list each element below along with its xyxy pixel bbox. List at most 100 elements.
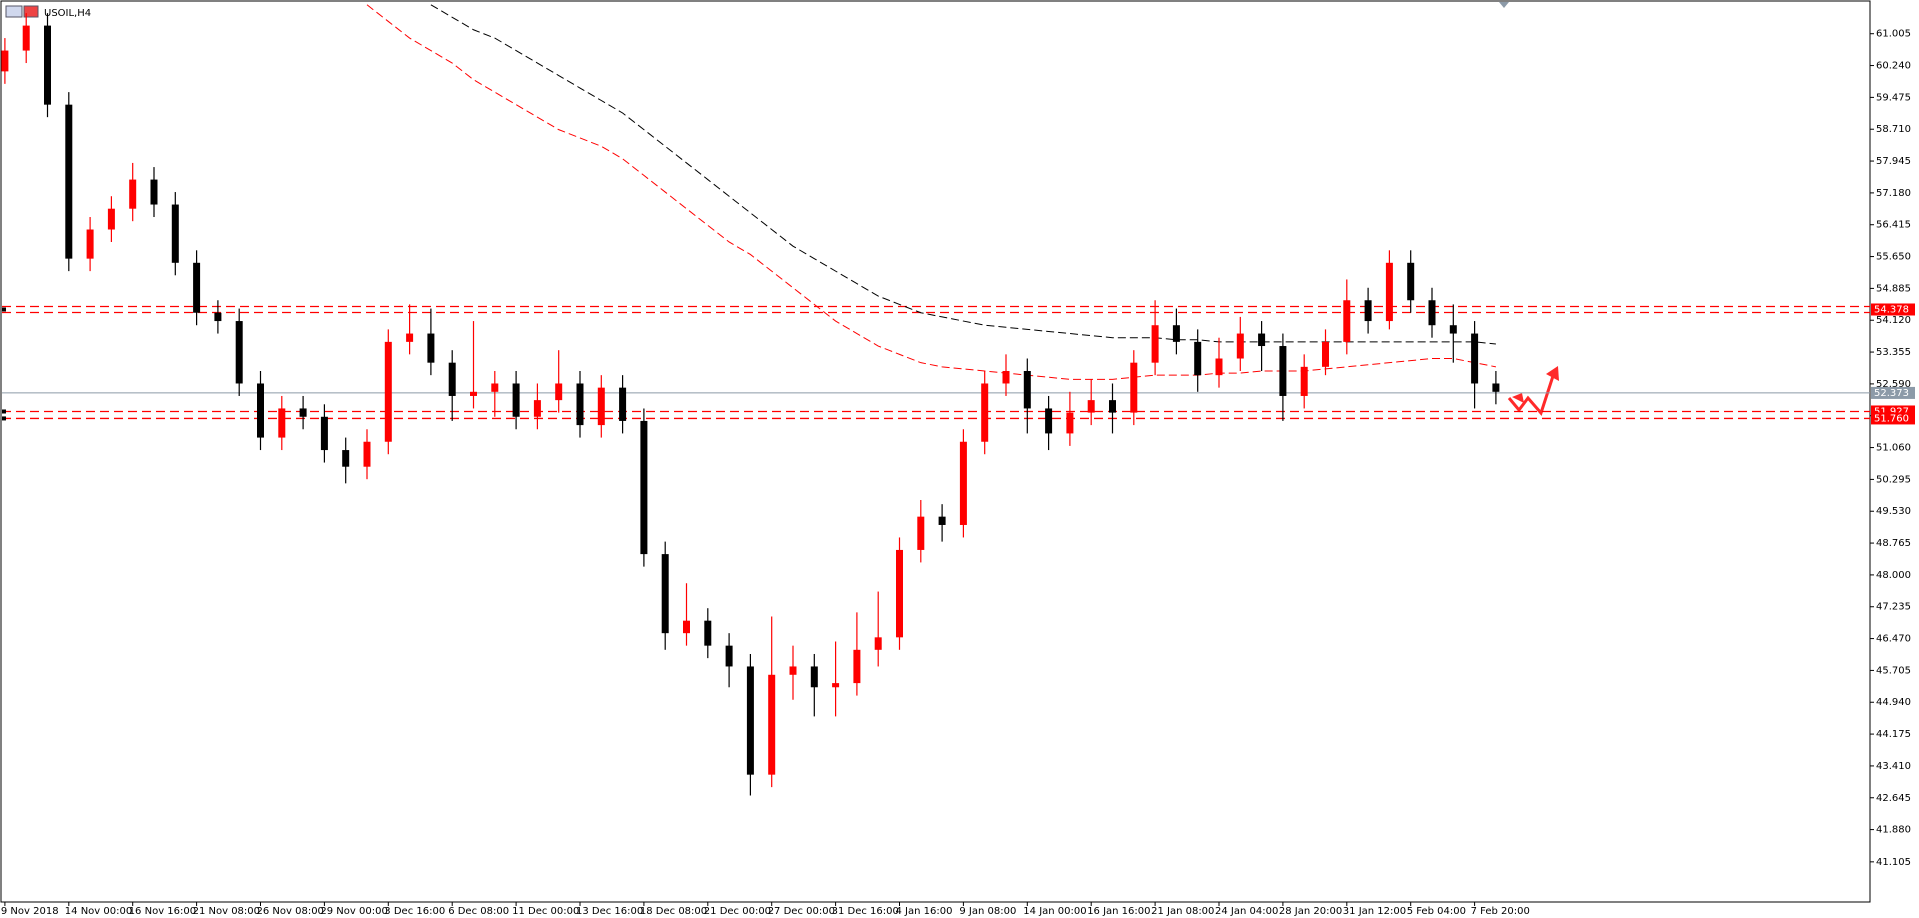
candle-body bbox=[1215, 358, 1223, 376]
candle-body bbox=[363, 441, 371, 467]
candle-body bbox=[683, 620, 690, 634]
x-tick-label: 4 Jan 16:00 bbox=[896, 906, 953, 917]
candle-body bbox=[619, 387, 627, 421]
candle-body bbox=[981, 383, 989, 442]
candle-body bbox=[1492, 383, 1500, 392]
candle-body bbox=[1066, 412, 1074, 434]
candle-body bbox=[1279, 346, 1287, 396]
candle-body bbox=[257, 383, 264, 438]
candle-body bbox=[214, 312, 222, 322]
x-tick-label: 14 Nov 00:00 bbox=[65, 906, 132, 917]
candle-body bbox=[86, 229, 94, 259]
x-tick-label: 11 Dec 00:00 bbox=[512, 906, 579, 917]
y-tick-label: 58.710 bbox=[1876, 124, 1911, 135]
y-tick-label: 44.175 bbox=[1876, 729, 1911, 740]
candle-body bbox=[150, 179, 158, 205]
x-tick-label: 9 Nov 2018 bbox=[1, 906, 59, 917]
candle-body bbox=[235, 321, 243, 384]
candle-body bbox=[1364, 300, 1372, 322]
candle-body bbox=[1407, 262, 1415, 301]
candle-body bbox=[22, 25, 30, 51]
x-tick-label: 18 Dec 08:00 bbox=[640, 906, 707, 917]
x-tick-label: 24 Jan 04:00 bbox=[1215, 906, 1278, 917]
candle-body bbox=[533, 400, 541, 417]
candle-body bbox=[448, 362, 456, 396]
y-tick-label: 46.470 bbox=[1876, 634, 1911, 645]
chart-title: USOIL,H4 bbox=[44, 8, 91, 19]
candle-body bbox=[725, 645, 733, 667]
level-label: 54.378 bbox=[1874, 304, 1909, 315]
y-tick-label: 52.590 bbox=[1876, 379, 1911, 390]
candle-body bbox=[810, 666, 818, 688]
candle-body bbox=[1045, 408, 1053, 434]
candle-body bbox=[1194, 341, 1202, 376]
candle-body bbox=[1151, 325, 1159, 363]
candle-body bbox=[406, 333, 414, 342]
forecast-arrows bbox=[1507, 366, 1559, 416]
x-tick-label: 26 Nov 08:00 bbox=[257, 906, 324, 917]
candle-body bbox=[1, 50, 9, 72]
candle-body bbox=[1428, 300, 1436, 326]
candle-body bbox=[597, 387, 605, 426]
x-tick-label: 31 Dec 16:00 bbox=[832, 906, 899, 917]
y-tick-label: 41.880 bbox=[1876, 825, 1911, 836]
plot-frame bbox=[0, 0, 1871, 903]
candle-body bbox=[320, 416, 328, 451]
candle-body bbox=[512, 383, 520, 417]
level-label: 51.927 bbox=[1874, 406, 1909, 417]
candle-body bbox=[1322, 341, 1329, 367]
x-tick-label: 3 Dec 16:00 bbox=[384, 906, 445, 917]
moving-average bbox=[366, 4, 1496, 380]
y-tick-label: 57.945 bbox=[1876, 156, 1911, 167]
icon-box bbox=[23, 5, 39, 18]
candle-body bbox=[65, 104, 73, 259]
candle-body bbox=[491, 383, 499, 392]
candle-body bbox=[704, 620, 712, 646]
candle-body bbox=[342, 450, 350, 467]
candle-body bbox=[1087, 400, 1095, 413]
level-anchor bbox=[2, 409, 6, 414]
y-tick-label: 59.475 bbox=[1876, 92, 1911, 103]
candle-body bbox=[107, 208, 115, 230]
price-box bbox=[1871, 386, 1915, 399]
candle-body bbox=[1236, 333, 1244, 359]
y-tick-label: 43.410 bbox=[1876, 761, 1911, 772]
candle-body bbox=[427, 333, 435, 363]
y-tick-label: 47.235 bbox=[1876, 602, 1911, 613]
candle-body bbox=[44, 25, 51, 105]
candle-body bbox=[1172, 325, 1180, 342]
x-tick-label: 5 Feb 04:00 bbox=[1407, 906, 1466, 917]
y-tick-label: 51.060 bbox=[1876, 443, 1911, 454]
x-tick-label: 14 Jan 00:00 bbox=[1023, 906, 1086, 917]
candle-body bbox=[299, 408, 307, 417]
y-tick-label: 54.885 bbox=[1876, 283, 1911, 294]
candle-body bbox=[1130, 362, 1138, 413]
y-tick-label: 57.180 bbox=[1876, 188, 1911, 199]
candle-body bbox=[640, 420, 648, 555]
level-box bbox=[1871, 303, 1915, 316]
candle-body bbox=[1002, 370, 1010, 384]
candle-body bbox=[193, 262, 201, 313]
icon-box bbox=[5, 5, 23, 18]
y-tick-label: 60.240 bbox=[1876, 61, 1911, 72]
shift-marker bbox=[1499, 2, 1509, 8]
candle-body bbox=[384, 341, 392, 442]
candle-body bbox=[1471, 333, 1479, 384]
candle-body bbox=[1109, 400, 1116, 413]
arrow-path bbox=[1507, 375, 1555, 416]
candle-body bbox=[555, 383, 563, 401]
candle-body bbox=[896, 549, 903, 638]
y-tick-label: 45.705 bbox=[1876, 665, 1911, 676]
level-anchor bbox=[2, 307, 6, 312]
y-tick-label: 41.105 bbox=[1876, 857, 1911, 868]
candle-body bbox=[874, 637, 882, 650]
x-tick-label: 16 Nov 16:00 bbox=[129, 906, 196, 917]
x-tick-label: 13 Dec 16:00 bbox=[576, 906, 643, 917]
y-tick-label: 49.530 bbox=[1876, 506, 1911, 517]
candle-body bbox=[789, 666, 797, 675]
y-tick-label: 44.940 bbox=[1876, 697, 1911, 708]
x-tick-label: 16 Jan 16:00 bbox=[1087, 906, 1150, 917]
arrow-head bbox=[1546, 366, 1559, 381]
